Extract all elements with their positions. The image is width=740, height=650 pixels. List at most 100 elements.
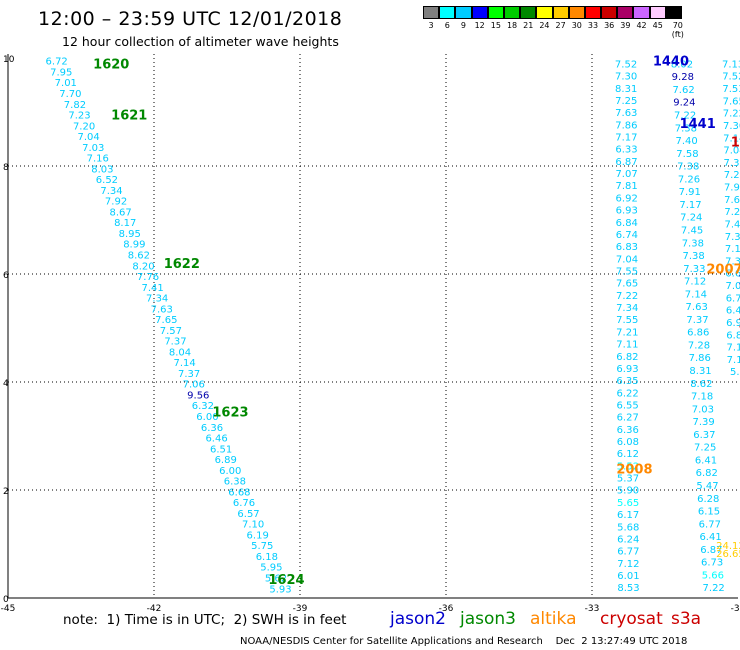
color-swatch [503,6,521,19]
track-b-value: 6.33 [615,145,637,156]
x-tick-label: -36 [439,604,454,614]
track-a-value: 7.06 [183,380,205,391]
track-c-value: 6.86 [687,328,709,339]
track-b-value: 7.22 [616,291,638,302]
track-b-value: 7.07 [615,169,637,180]
track-d-value: 7.45 [725,219,740,230]
pass-time-label: 26.65 [716,549,740,560]
y-tick-label: 0 [3,595,9,605]
track-a-value: 7.76 [137,272,159,283]
track-b-value: 6.93 [616,206,638,217]
track-b-value: 7.30 [615,72,637,83]
y-tick-label: 2 [3,487,9,497]
color-scale-labels: 3 6 9 12 15 18 21 24 27 30 33 36 39 42 45 70 (ft) [423,21,690,39]
track-c-value: 7.17 [679,200,701,211]
x-tick-label: -45 [1,604,16,614]
track-b-value: 8.31 [615,84,637,95]
track-c-value: 7.45 [681,225,703,236]
track-c-value: 7.03 [692,404,714,415]
track-b-value: 6.27 [617,413,639,424]
track-a-value: 5.75 [251,541,273,552]
color-scale-label: 18 [506,21,518,30]
track-a-value: 6.00 [219,466,241,477]
track-b-value: 7.11 [616,340,638,351]
color-scale-label: 33 [587,21,599,30]
color-swatch [423,6,440,19]
track-b-value: 7.65 [616,279,638,290]
track-a-value: 6.38 [224,477,246,488]
track-c-value: 7.22 [703,583,725,594]
pass-time-label: 2008 [616,462,652,477]
track-b-value: 6.12 [617,449,639,460]
track-a-value: 7.14 [173,358,195,369]
track-a-value: 7.16 [87,154,109,165]
credit-line: NOAA/NESDIS Center for Satellite Applica… [240,636,688,647]
pass-time-label: 1622 [164,257,200,272]
track-b-value: 6.17 [617,510,639,521]
track-a-value: 6.36 [201,423,223,434]
track-a-value: 6.68 [228,487,250,498]
x-tick-label: -33 [585,604,600,614]
track-a-value: 8.04 [169,347,191,358]
track-b-value: 6.83 [616,242,638,253]
track-d-value: 6.49 [726,306,740,317]
track-d-value: 5.8 [730,367,740,378]
track-c-value: 5.47 [696,481,718,492]
pass-time-label: 1624 [268,573,304,588]
color-swatch [633,6,650,19]
x-tick-label: -30 [731,604,740,614]
satellite-jason2: jason2 [390,609,446,629]
color-scale-label: 39 [620,21,631,30]
x-tick-label: -42 [147,604,162,614]
track-a-value: 7.70 [59,89,81,100]
y-tick-label: 6 [3,271,9,281]
track-c-value: 7.14 [685,289,707,300]
color-scale-label: 15 [490,21,501,30]
track-a-value: 7.10 [242,520,264,531]
track-c-value: 6.37 [693,430,715,441]
track-b-value: 7.17 [615,132,637,143]
track-a-value: 7.20 [73,121,95,132]
track-c-value: 6.73 [701,558,723,569]
color-swatch [471,6,488,19]
track-a-value: 7.41 [141,283,163,294]
track-c-value: 9.28 [672,72,694,83]
color-swatch [617,6,634,19]
track-c-value: 7.39 [693,417,715,428]
track-c-value: 7.63 [686,302,708,313]
satellite-cryosat: cryosat [600,609,663,629]
track-c-value: 7.37 [686,315,708,326]
track-b-value: 5.90 [617,486,639,497]
track-a-value: 6.76 [233,498,255,509]
track-c-value: 8.02 [671,59,693,70]
color-scale-label: 6 [444,21,450,30]
track-c-value: 6.77 [699,519,721,530]
color-swatch [568,6,585,19]
track-a-value: 6.51 [210,444,232,455]
y-tick-label: 8 [3,163,9,173]
pass-time-label: 1620 [93,57,129,72]
track-b-value: 7.25 [615,96,637,107]
track-a-value: 9.56 [187,390,209,401]
track-c-value: 8.62 [690,379,712,390]
track-a-value: 6.72 [46,57,68,68]
pass-time-label: 1440 [653,55,689,70]
track-b-value: 6.87 [615,157,637,168]
track-d-value: 7.91 [724,183,740,194]
track-b-value: 7.52 [615,59,637,70]
track-c-value: 7.33 [683,264,705,275]
track-a-value: 8.99 [123,240,145,251]
color-scale-label: 21 [523,21,534,30]
track-a-value: 5.62 [265,574,287,585]
track-d-value: 7.09 [726,281,740,292]
track-c-value: 6.82 [696,468,718,479]
track-a-value: 8.62 [128,251,150,262]
track-d-value: 7.26 [724,170,740,181]
pass-time-label: 2007 [706,263,740,278]
track-c-value: 6.41 [695,455,717,466]
track-b-value: 5.52 [617,461,639,472]
track-b-value: 6.08 [617,437,639,448]
color-swatch [665,6,682,19]
track-a-value: 6.52 [96,175,118,186]
